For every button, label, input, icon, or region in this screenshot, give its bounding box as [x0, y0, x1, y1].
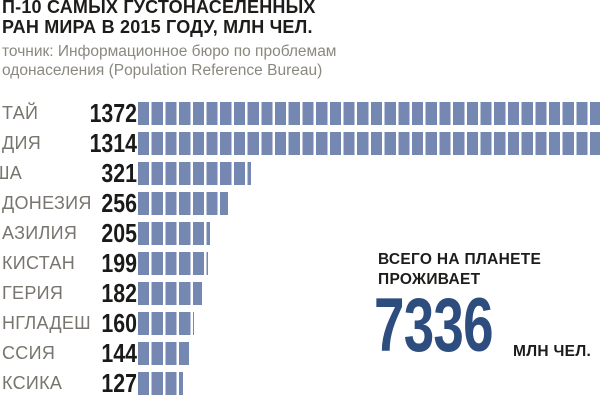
value-label: 199	[101, 248, 137, 278]
total-label-line-2: ПРОЖИВАЕТ	[378, 270, 481, 288]
country-label: ША	[0, 163, 23, 183]
total-annotation: ВСЕГО НА ПЛАНЕТЕ ПРОЖИВАЕТ 7336 МЛН ЧЕЛ.	[374, 250, 600, 380]
country-label: ДИЯ	[2, 133, 42, 153]
value-label: 256	[101, 188, 137, 218]
bar-row: НГЛАДЕШ 160	[0, 308, 600, 338]
value-label: 127	[101, 368, 137, 398]
bar	[138, 162, 251, 185]
country-label: НГЛАДЕШ	[2, 313, 91, 333]
bar-row: ТАЙ 1372	[0, 98, 600, 128]
bar-row: ССИЯ 144	[0, 338, 600, 368]
bar	[138, 312, 194, 335]
country-label: КИСТАН	[2, 253, 76, 273]
value-label: 1314	[89, 128, 137, 158]
value-label: 1372	[89, 98, 137, 128]
chart-title-line-1: П-10 САМЫХ ГУСТОНАСЕЛЕННЫХ	[2, 0, 316, 17]
bar	[138, 372, 183, 395]
total-value: 7336	[374, 283, 494, 368]
country-label: ССИЯ	[2, 343, 56, 363]
bar	[138, 222, 210, 245]
value-label: 144	[101, 338, 137, 368]
bar-row: ДОНЕЗИЯ 256	[0, 188, 600, 218]
bar	[138, 132, 600, 155]
bar-row: ДИЯ 1314	[0, 128, 600, 158]
bar	[138, 252, 208, 275]
country-label: АЗИЛИЯ	[2, 223, 78, 243]
bar	[138, 282, 202, 305]
bar-row: КИСТАН 199	[0, 248, 600, 278]
bar-row: ГЕРИЯ 182	[0, 278, 600, 308]
value-label: 205	[101, 218, 137, 248]
bar-row: АЗИЛИЯ 205	[0, 218, 600, 248]
country-label: ГЕРИЯ	[2, 283, 64, 303]
bar	[138, 342, 189, 365]
header: П-10 САМЫХ ГУСТОНАСЕЛЕННЫХ РАН МИРА В 20…	[2, 0, 336, 80]
country-label: ТАЙ	[2, 103, 39, 123]
chart-source: точник: Информационное бюро по проблемам…	[2, 42, 336, 80]
value-label: 160	[101, 308, 137, 338]
country-label: КСИКА	[2, 373, 63, 393]
chart-source-line-1: точник: Информационное бюро по проблемам	[2, 43, 337, 60]
bar	[138, 102, 600, 125]
bar	[138, 192, 228, 215]
total-label-line-1: ВСЕГО НА ПЛАНЕТЕ	[378, 251, 542, 268]
value-label: 182	[101, 278, 137, 308]
chart-title-line-2: РАН МИРА В 2015 ГОДУ, МЛН ЧЕЛ.	[2, 16, 313, 37]
chart-source-line-2: одонаселения (Population Reference Burea…	[2, 62, 323, 79]
bar-row: ША 321	[0, 158, 600, 188]
country-label: ДОНЕЗИЯ	[2, 193, 92, 213]
bar-chart: ТАЙ 1372 ДИЯ 1314 ША 321 ДОНЕЗИЯ 256 АЗИ…	[0, 98, 600, 398]
value-label: 321	[101, 158, 137, 188]
bar-row: КСИКА 127	[0, 368, 600, 398]
total-unit: МЛН ЧЕЛ.	[513, 343, 592, 360]
chart-title: П-10 САМЫХ ГУСТОНАСЕЛЕННЫХ РАН МИРА В 20…	[2, 0, 336, 37]
